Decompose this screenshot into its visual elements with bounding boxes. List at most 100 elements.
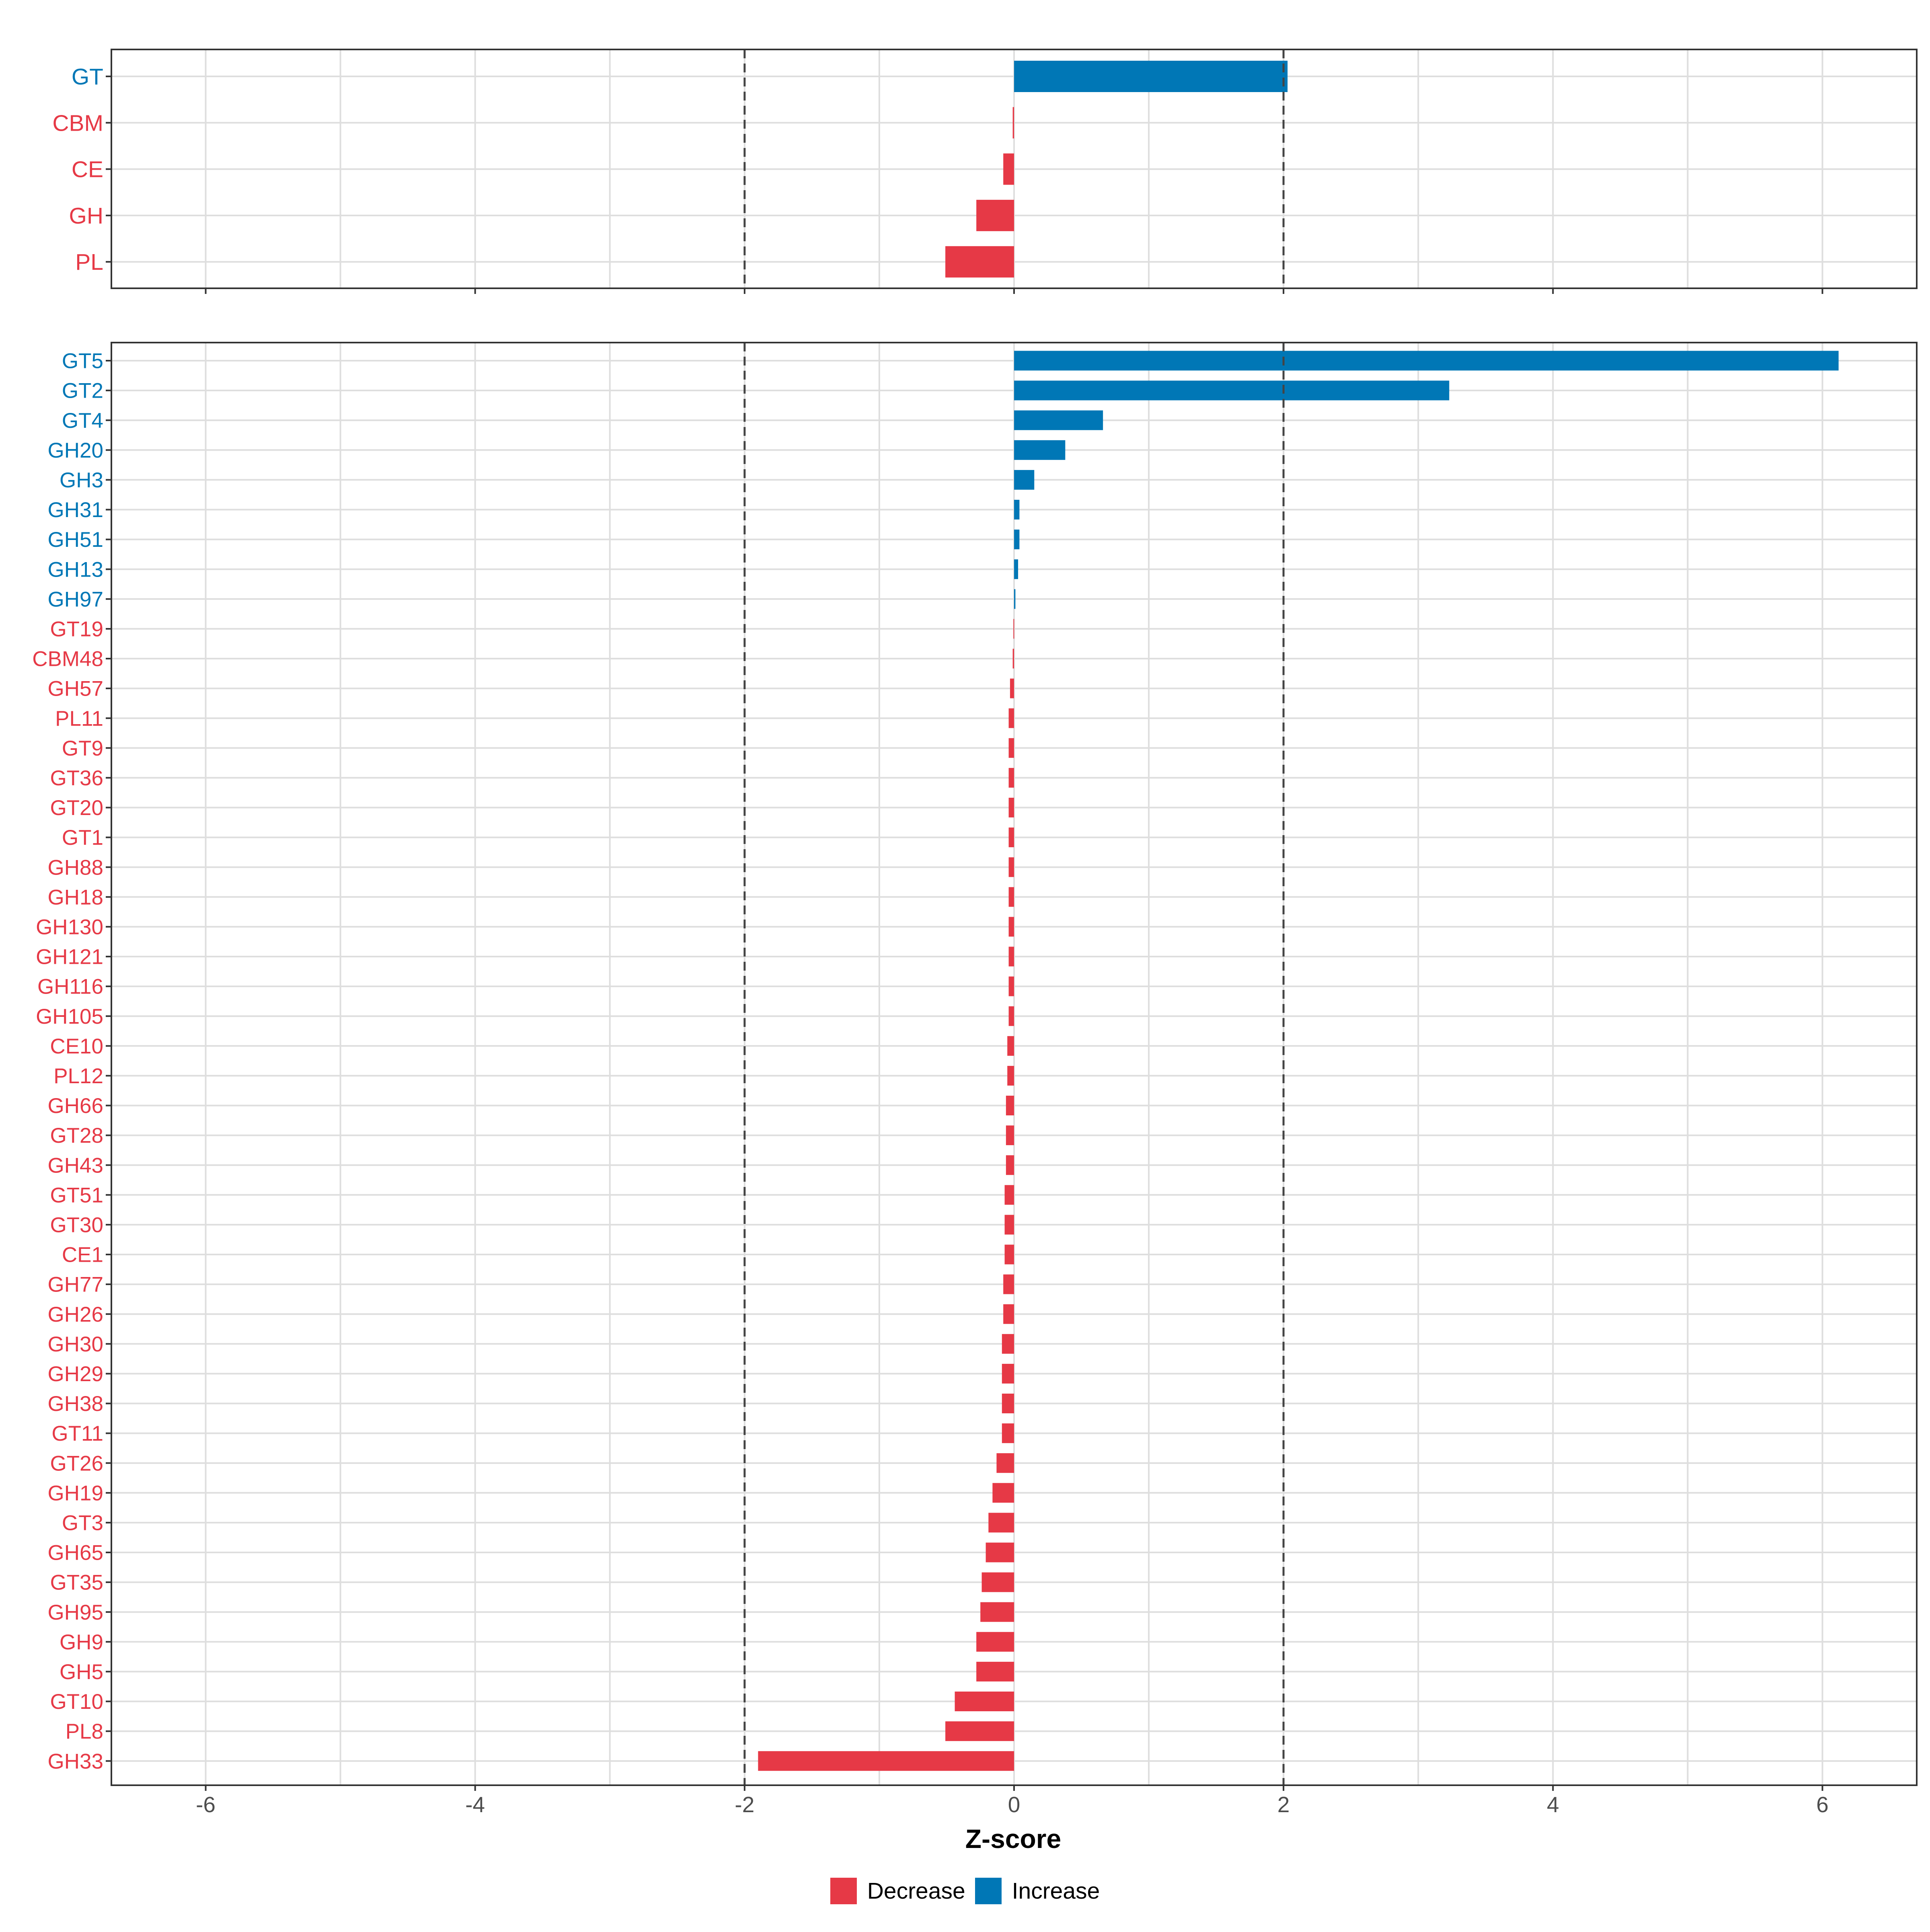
bar-gt4 [1014, 410, 1103, 430]
y-tick-label-ce1: CE1 [62, 1243, 103, 1267]
legend-label-decrease: Decrease [867, 1878, 965, 1904]
legend-label-increase: Increase [1012, 1878, 1100, 1904]
bar-pl [945, 246, 1014, 278]
legend-swatch-increase [975, 1878, 1002, 1904]
y-tick-label-gh9: GH9 [60, 1630, 103, 1654]
legend-item-decrease: Decrease [830, 1878, 965, 1904]
bar-ce [1003, 153, 1014, 185]
y-tick-label-gh33: GH33 [48, 1749, 103, 1773]
y-tick-label-gh3: GH3 [60, 468, 103, 492]
y-tick-label-gh77: GH77 [48, 1273, 103, 1297]
y-tick-label-gh121: GH121 [36, 945, 103, 969]
bar-gt5 [1014, 351, 1839, 371]
y-tick-label-gh66: GH66 [48, 1094, 103, 1118]
x-tick-label: 4 [1547, 1792, 1559, 1817]
bar-gh [976, 199, 1014, 231]
bar-gh105 [1008, 1006, 1014, 1026]
y-tick-label-gt3: GT3 [62, 1511, 103, 1535]
y-tick-label-gh: GH [69, 203, 104, 229]
bar-cbm [1012, 107, 1014, 139]
bar-gh88 [1008, 857, 1014, 877]
bar-gh38 [1002, 1394, 1014, 1413]
bar-gh121 [1008, 946, 1014, 967]
x-tick-label: -2 [735, 1792, 754, 1817]
y-tick-label-gh88: GH88 [48, 856, 103, 879]
bar-gh18 [1008, 887, 1014, 907]
bar-gt2 [1014, 380, 1450, 400]
bar-gh29 [1002, 1363, 1014, 1384]
y-tick-label-gt5: GT5 [62, 349, 103, 373]
y-tick-label-ce: CE [72, 157, 103, 183]
y-tick-label-gt9: GT9 [62, 737, 103, 760]
bar-gh33 [758, 1751, 1014, 1771]
panel-family: GT CBM CE GH PL [52, 49, 1918, 294]
bar-cbm48 [1012, 649, 1014, 669]
y-tick-label-gt: GT [72, 64, 103, 90]
y-tick-label-gh18: GH18 [48, 885, 103, 909]
bar-gt36 [1008, 768, 1014, 788]
bar-pl8 [945, 1721, 1014, 1741]
x-tick-label: -4 [465, 1792, 485, 1817]
x-tick-label: 2 [1277, 1792, 1290, 1817]
y-tick-label-gh43: GH43 [48, 1154, 103, 1177]
y-tick-label-gh29: GH29 [48, 1362, 103, 1386]
bar-pl12 [1007, 1066, 1014, 1086]
y-tick-label-gh105: GH105 [36, 1005, 103, 1029]
x-axis-label: Z-score [965, 1824, 1061, 1854]
bar-gh57 [1010, 678, 1014, 698]
bar-gh9 [976, 1632, 1014, 1652]
y-tick-label-cbm: CBM [52, 110, 103, 136]
bar-gt30 [1004, 1215, 1014, 1235]
y-tick-label-pl: PL [75, 249, 103, 275]
bar-gh3 [1014, 470, 1035, 490]
y-tick-label-gh5: GH5 [60, 1660, 103, 1684]
y-tick-label-gt28: GT28 [50, 1124, 103, 1148]
bar-gt11 [1002, 1423, 1014, 1443]
bar-gt1 [1008, 827, 1014, 848]
bar-gt20 [1008, 798, 1014, 817]
y-tick-label-gh51: GH51 [48, 528, 103, 552]
y-tick-label-gt30: GT30 [50, 1213, 103, 1237]
bar-gh43 [1006, 1155, 1014, 1175]
y-tick-label-gh20: GH20 [48, 439, 103, 462]
bar-gh20 [1014, 440, 1066, 460]
bar-gh31 [1014, 500, 1020, 519]
y-tick-label-gh97: GH97 [48, 587, 103, 611]
bar-gt51 [1004, 1185, 1014, 1205]
legend-item-increase: Increase [975, 1878, 1100, 1904]
bar-gh19 [992, 1483, 1014, 1503]
bar-gh65 [986, 1542, 1014, 1562]
y-tick-label-gt11: GT11 [51, 1422, 103, 1445]
y-tick-label-gh13: GH13 [48, 558, 103, 581]
y-tick-label-gh30: GH30 [48, 1332, 103, 1356]
x-axis: -6 -4 -2 0 2 4 6 [196, 1792, 1829, 1817]
bar-gt3 [988, 1513, 1014, 1533]
bar-gh116 [1008, 976, 1014, 996]
y-tick-label-gt1: GT1 [62, 826, 103, 850]
bar-gt19 [1013, 619, 1014, 639]
bar-gt28 [1006, 1125, 1014, 1146]
bar-gt35 [981, 1572, 1014, 1592]
panel-subfamily: GT5 GT2 GT4 GH20 GH3 GH31 GH51 GH13 GH97 GT19 CBM4… [32, 342, 1918, 1791]
y-tick-label-gh38: GH38 [48, 1392, 103, 1416]
bar-gh95 [980, 1602, 1014, 1622]
y-tick-label-gh130: GH130 [36, 915, 103, 939]
y-tick-label-gt51: GT51 [50, 1183, 103, 1207]
bar-gh5 [976, 1661, 1014, 1682]
y-tick-label-pl12: PL12 [53, 1064, 103, 1088]
x-tick-label: 0 [1008, 1792, 1020, 1817]
bar-gt [1014, 61, 1288, 92]
legend: Decrease Increase [0, 1878, 1930, 1904]
x-tick-label: -6 [196, 1792, 216, 1817]
legend-swatch-decrease [830, 1878, 857, 1904]
bar-gh26 [1003, 1304, 1014, 1324]
bar-gh30 [1002, 1334, 1014, 1354]
y-tick-label-gt36: GT36 [50, 766, 103, 790]
bar-gh66 [1006, 1096, 1014, 1115]
bar-pl11 [1008, 708, 1014, 728]
y-tick-label-gh31: GH31 [48, 498, 103, 522]
y-tick-label-gh57: GH57 [48, 677, 103, 701]
y-tick-label-pl11: PL11 [55, 707, 103, 731]
y-tick-label-gt20: GT20 [50, 796, 103, 820]
